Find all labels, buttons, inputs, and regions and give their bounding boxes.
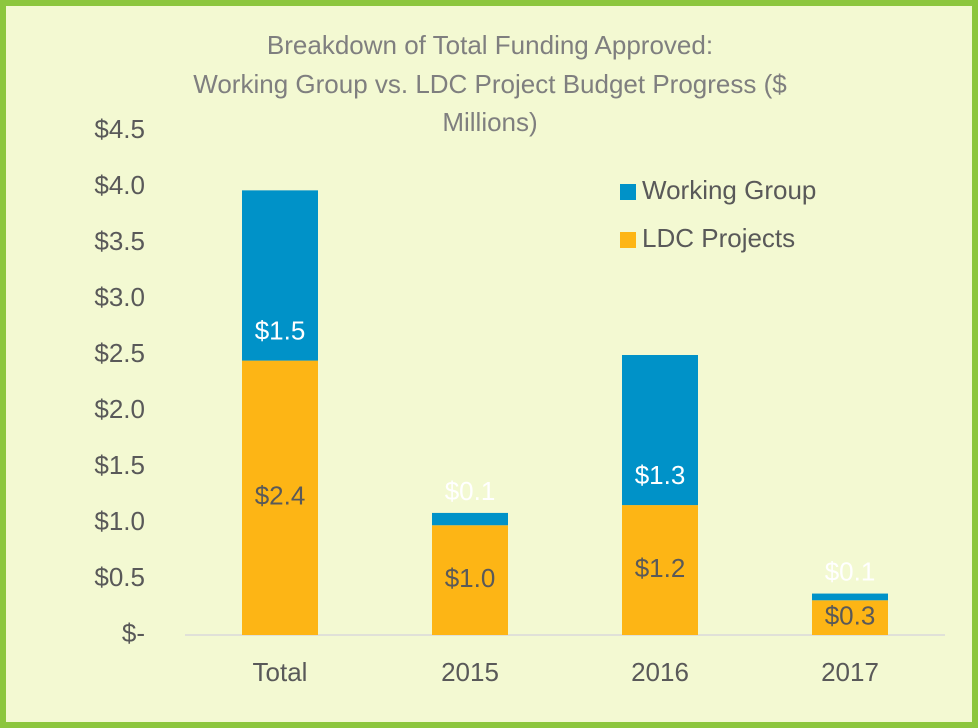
y-tick-label: $0.5 bbox=[94, 562, 145, 592]
legend-label: LDC Projects bbox=[642, 223, 795, 253]
y-tick-label: $2.0 bbox=[94, 394, 145, 424]
x-tick-label: Total bbox=[253, 657, 308, 687]
bar-segment bbox=[432, 512, 508, 526]
data-label: $0.1 bbox=[445, 476, 496, 506]
data-label: $1.5 bbox=[255, 315, 306, 345]
x-tick-label: 2015 bbox=[441, 657, 499, 687]
chart-title: Working Group vs. LDC Project Budget Pro… bbox=[193, 69, 787, 99]
y-tick-label: $4.0 bbox=[94, 170, 145, 200]
y-tick-label: $1.0 bbox=[94, 506, 145, 536]
data-label: $0.1 bbox=[825, 556, 876, 586]
chart-title: Millions) bbox=[442, 107, 537, 137]
legend-swatch bbox=[620, 232, 636, 248]
bar-segment bbox=[242, 360, 318, 635]
y-tick-label: $2.5 bbox=[94, 338, 145, 368]
bar-segment bbox=[622, 355, 698, 506]
y-tick-label: $- bbox=[122, 618, 145, 648]
x-tick-label: 2017 bbox=[821, 657, 879, 687]
y-tick-label: $4.5 bbox=[94, 114, 145, 144]
data-label: $2.4 bbox=[255, 481, 306, 511]
legend-swatch bbox=[620, 184, 636, 200]
y-tick-label: $3.0 bbox=[94, 282, 145, 312]
chart-title: Breakdown of Total Funding Approved: bbox=[267, 30, 713, 60]
y-tick-label: $1.5 bbox=[94, 450, 145, 480]
data-label: $1.2 bbox=[635, 553, 686, 583]
bar-segment bbox=[812, 593, 888, 601]
legend-label: Working Group bbox=[642, 175, 816, 205]
y-tick-label: $3.5 bbox=[94, 226, 145, 256]
data-label: $1.3 bbox=[635, 460, 686, 490]
bar-segment bbox=[242, 190, 318, 361]
bar-segment bbox=[812, 600, 888, 635]
data-label: $1.0 bbox=[445, 563, 496, 593]
bar-segment bbox=[432, 525, 508, 635]
x-tick-label: 2016 bbox=[631, 657, 689, 687]
bar-segment bbox=[622, 505, 698, 635]
data-label: $0.3 bbox=[825, 601, 876, 631]
